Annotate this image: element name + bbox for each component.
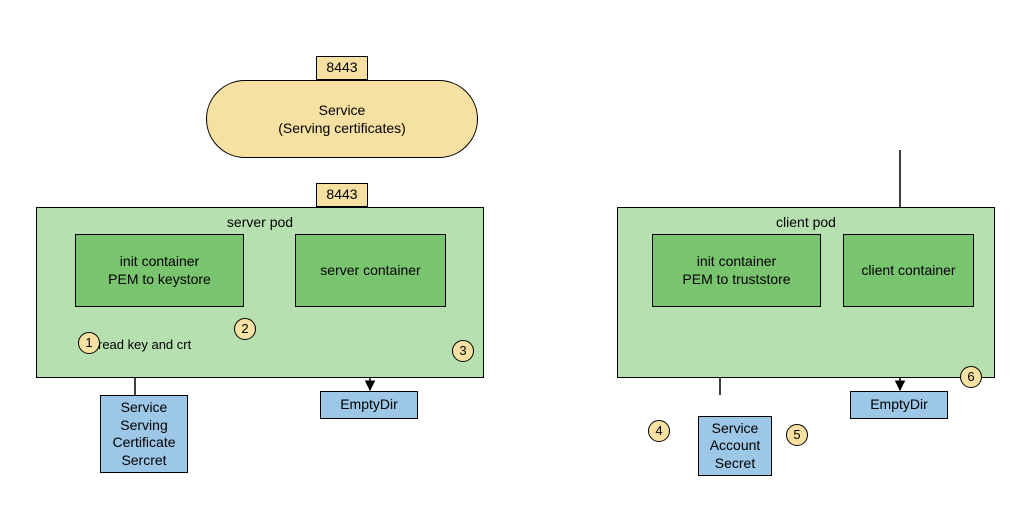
badge-5-label: 5 [793,427,800,443]
client-init-container-label: init container PEM to truststore [682,253,790,288]
server-emptydir-label: EmptyDir [340,396,398,414]
server-pod-port-label: 8443 [326,186,357,204]
badge-6-label: 6 [967,369,974,385]
server-container-label: server container [320,262,420,280]
badge-3: 3 [452,340,474,362]
service-label: Service (Serving certificates) [278,101,406,137]
badge-1-label: 1 [85,335,92,351]
server-init-note: read key and crt [98,337,191,352]
client-sa-secret: Service Account Secret [698,416,772,476]
badge-4-label: 4 [655,423,662,439]
client-container-label: client container [861,262,955,280]
service-node: Service (Serving certificates) [206,80,478,158]
service-port-top: 8443 [316,56,368,80]
badge-3-label: 3 [459,343,466,359]
server-pod-port: 8443 [316,183,368,207]
diagram-canvas: Service (Serving certificates) 8443 serv… [0,0,1024,527]
badge-2-label: 2 [241,321,248,337]
client-emptydir: EmptyDir [850,391,948,419]
client-init-container: init container PEM to truststore [652,234,821,307]
server-init-container: init container PEM to keystore [75,234,244,307]
badge-6: 6 [960,366,982,388]
client-pod-title: client pod [776,214,836,232]
server-init-container-label: init container PEM to keystore [108,253,211,288]
badge-2: 2 [234,318,256,340]
server-pod-title: server pod [227,214,293,232]
service-port-top-label: 8443 [326,59,357,77]
client-emptydir-label: EmptyDir [870,396,928,414]
server-serving-secret: Service Serving Certificate Sercret [100,395,188,473]
client-container: client container [843,234,974,307]
badge-5: 5 [786,424,808,446]
badge-4: 4 [648,420,670,442]
server-serving-secret-label: Service Serving Certificate Sercret [112,399,175,469]
server-container: server container [295,234,446,307]
server-emptydir: EmptyDir [320,391,418,419]
badge-1: 1 [78,332,100,354]
client-sa-secret-label: Service Account Secret [710,420,761,473]
